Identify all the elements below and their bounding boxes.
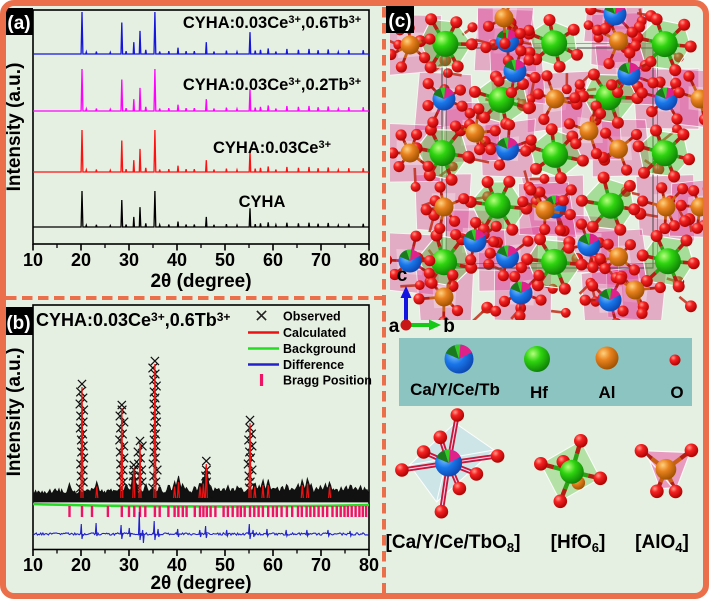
svg-text:10: 10: [23, 555, 43, 575]
svg-text:20: 20: [71, 555, 91, 575]
svg-text:Calculated: Calculated: [283, 326, 346, 340]
svg-text:30: 30: [119, 555, 139, 575]
svg-text:50: 50: [215, 555, 235, 575]
svg-text:2θ (degree): 2θ (degree): [150, 573, 251, 594]
svg-text:Difference: Difference: [283, 358, 344, 372]
svg-text:Intensity (a.u.): Intensity (a.u.): [4, 348, 25, 477]
svg-text:60: 60: [263, 250, 283, 270]
svg-text:(b): (b): [6, 313, 30, 334]
svg-text:CYHA: CYHA: [239, 193, 286, 211]
svg-text:CYHA:0.03Ce3+,0.6Tb3+: CYHA:0.03Ce3+,0.6Tb3+: [36, 310, 230, 330]
svg-text:CYHA:0.03Ce3+,0.6Tb3+: CYHA:0.03Ce3+,0.6Tb3+: [183, 14, 361, 32]
svg-text:(a): (a): [7, 13, 30, 34]
svg-text:O: O: [670, 383, 683, 402]
svg-text:CYHA:0.03Ce3+: CYHA:0.03Ce3+: [213, 139, 331, 157]
svg-text:b: b: [443, 316, 455, 337]
svg-text:40: 40: [167, 250, 187, 270]
svg-text:40: 40: [167, 555, 187, 575]
svg-text:60: 60: [263, 555, 283, 575]
svg-text:2θ (degree): 2θ (degree): [150, 271, 251, 292]
svg-text:Ca/Y/Ce/Tb: Ca/Y/Ce/Tb: [410, 380, 500, 399]
svg-text:Observed: Observed: [283, 310, 341, 324]
svg-text:10: 10: [23, 250, 43, 270]
svg-text:Bragg Position: Bragg Position: [283, 374, 372, 388]
svg-text:Intensity (a.u.): Intensity (a.u.): [4, 63, 25, 192]
svg-text:[HfO6]: [HfO6]: [551, 532, 606, 555]
svg-text:30: 30: [119, 250, 139, 270]
svg-text:70: 70: [311, 555, 331, 575]
svg-text:20: 20: [71, 250, 91, 270]
svg-text:70: 70: [311, 250, 331, 270]
svg-text:Background: Background: [283, 342, 356, 356]
svg-text:(c): (c): [388, 11, 411, 32]
svg-text:Hf: Hf: [530, 383, 548, 402]
svg-text:50: 50: [215, 250, 235, 270]
svg-text:80: 80: [359, 555, 379, 575]
svg-text:Al: Al: [599, 383, 616, 402]
svg-text:[Ca/Y/Ce/TbO8]: [Ca/Y/Ce/TbO8]: [386, 532, 521, 555]
svg-text:c: c: [397, 265, 408, 286]
svg-text:80: 80: [359, 250, 379, 270]
svg-text:a: a: [389, 316, 400, 337]
svg-text:CYHA:0.03Ce3+,0.2Tb3+: CYHA:0.03Ce3+,0.2Tb3+: [183, 76, 361, 94]
